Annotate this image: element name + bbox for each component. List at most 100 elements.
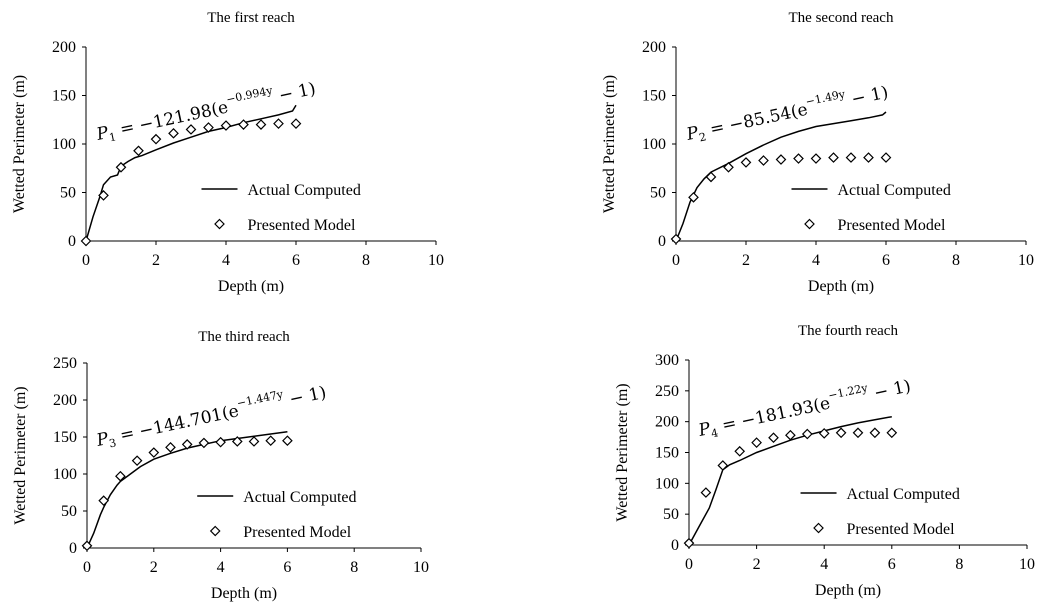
data-point-presented-model (740, 157, 752, 168)
legend-label-marker: Presented Model (838, 217, 947, 234)
y-tick-label: 200 (642, 39, 666, 56)
y-axis-label: Wetted Perimeter (m) (12, 386, 29, 524)
x-tick-label: 10 (1019, 556, 1035, 573)
x-tick-label: 8 (350, 559, 358, 576)
x-tick-label: 2 (152, 252, 160, 269)
x-tick-label: 4 (217, 559, 225, 576)
data-point-presented-model (282, 435, 293, 447)
data-point-presented-model (248, 436, 260, 447)
legend-label-marker: Presented Model (847, 521, 956, 538)
y-tick-label: 100 (53, 466, 77, 483)
chart-panel-2: The second reach 0 2 4 6 8 10 0 50 100 150 200 Depth… (580, 0, 1041, 303)
y-tick-label: 50 (650, 185, 666, 202)
x-axis-label: Depth (m) (211, 585, 277, 602)
data-point-presented-model (683, 537, 695, 549)
data-point-presented-model (723, 161, 734, 173)
data-point-presented-model (150, 133, 162, 145)
x-tick-label: 2 (753, 556, 761, 573)
x-tick-label: 10 (1018, 252, 1034, 269)
chart-title: The second reach (789, 10, 894, 26)
data-point-presented-model (810, 153, 822, 164)
data-point-presented-model (886, 427, 898, 439)
data-point-presented-model (852, 427, 864, 439)
x-tick-label: 8 (362, 252, 370, 269)
data-point-presented-model (863, 152, 874, 163)
data-point-presented-model (793, 153, 804, 164)
data-point-presented-model (265, 435, 277, 447)
y-tick-label: 250 (53, 355, 77, 372)
x-tick-label: 6 (882, 252, 890, 269)
data-point-presented-model (238, 119, 249, 130)
data-point-presented-model (818, 428, 830, 439)
data-point-presented-model (215, 436, 226, 448)
legend-label-marker: Presented Model (243, 524, 352, 541)
y-tick-label: 0 (671, 537, 679, 554)
y-tick-label: 50 (61, 503, 77, 520)
data-point-presented-model (734, 445, 746, 457)
data-point-presented-model (785, 429, 796, 441)
fit-equation: P1 = −121.98(e−0.994y − 1) (93, 75, 318, 147)
fit-equation: P2 = −85.54(e−1.49y − 1) (683, 79, 890, 147)
legend-marker-swatch (209, 525, 221, 537)
y-tick-label: 0 (69, 540, 77, 557)
y-tick-label: 0 (68, 233, 76, 250)
x-tick-label: 4 (812, 252, 820, 269)
x-tick-label: 4 (222, 252, 230, 269)
legend-label-line: Actual Computed (243, 489, 356, 506)
data-point-presented-model (845, 152, 857, 163)
legend-label-marker: Presented Model (248, 217, 357, 234)
legend-label-line: Actual Computed (248, 182, 361, 199)
data-point-presented-model (751, 437, 762, 448)
y-tick-label: 100 (655, 475, 679, 492)
chart-title: The first reach (207, 10, 295, 26)
data-point-presented-model (220, 120, 232, 131)
data-point-presented-model (255, 119, 267, 130)
legend-label-line: Actual Computed (847, 486, 960, 503)
x-tick-label: 0 (83, 559, 91, 576)
data-point-presented-model (869, 427, 881, 439)
data-point-presented-model (700, 487, 712, 498)
data-point-presented-model (98, 190, 109, 201)
data-point-presented-model (880, 152, 892, 163)
legend-label-line: Actual Computed (838, 182, 951, 199)
x-tick-label: 0 (672, 252, 680, 269)
y-axis-label: Wetted Perimeter (m) (11, 75, 28, 213)
y-tick-label: 150 (655, 445, 679, 462)
chart-title: The fourth reach (798, 323, 898, 339)
y-tick-label: 0 (658, 233, 666, 250)
x-tick-label: 6 (283, 559, 291, 576)
y-tick-label: 300 (655, 352, 679, 369)
x-tick-label: 6 (888, 556, 896, 573)
x-tick-label: 6 (292, 252, 300, 269)
data-point-presented-model (131, 455, 143, 467)
data-point-presented-model (705, 171, 717, 183)
y-tick-label: 50 (60, 185, 76, 202)
y-tick-label: 100 (642, 136, 666, 153)
y-tick-label: 150 (53, 429, 77, 446)
y-tick-label: 200 (655, 414, 679, 431)
x-tick-label: 8 (952, 252, 960, 269)
fit-equation: P3 = −144.701(e−1.447y − 1) (93, 379, 328, 453)
x-tick-label: 4 (820, 556, 828, 573)
y-tick-label: 200 (52, 39, 76, 56)
data-point-presented-model (115, 470, 126, 482)
chart-panel-4: The fourth reach 0 2 4 6 8 10 0 50 100 150 200 250 30… (580, 303, 1041, 606)
data-point-presented-model (688, 192, 699, 203)
data-point-presented-model (273, 118, 284, 129)
x-tick-label: 10 (413, 559, 429, 576)
x-axis-label: Depth (m) (808, 278, 874, 295)
x-tick-label: 2 (742, 252, 750, 269)
y-tick-label: 250 (655, 383, 679, 400)
data-point-presented-model (670, 233, 682, 245)
data-point-presented-model (80, 235, 92, 247)
y-axis-label: Wetted Perimeter (m) (601, 75, 618, 213)
legend-marker-swatch (813, 522, 824, 534)
chart-panel-1: The first reach 0 2 4 6 8 10 0 50 100 150 200 Depth … (0, 0, 520, 303)
data-point-presented-model (148, 447, 160, 458)
x-tick-label: 0 (82, 252, 90, 269)
data-point-presented-model (98, 495, 110, 506)
x-tick-label: 2 (150, 559, 158, 576)
